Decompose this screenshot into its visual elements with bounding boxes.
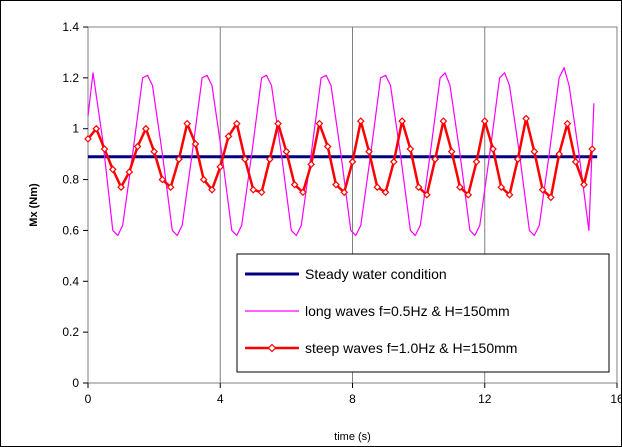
data-point [199,175,208,184]
data-point [323,142,332,151]
data-point [538,185,547,194]
data-point [472,157,481,166]
data-point [497,183,506,192]
data-point [389,157,398,166]
data-point [315,119,324,128]
data-point [84,135,92,143]
data-point [142,124,150,133]
x-tick-label: 0 [85,392,92,406]
data-point [580,180,588,189]
data-point [588,145,597,153]
y-axis-title: Mx (Nm) [28,183,40,227]
data-point [431,155,440,164]
data-point [547,193,555,202]
data-point [241,155,249,164]
y-tick-label: 1.4 [62,20,79,34]
data-point [406,145,415,153]
data-point [414,183,423,192]
data-point [464,190,473,199]
y-tick-label: 0.2 [62,325,79,339]
data-point [92,124,101,133]
data-point [108,165,117,174]
data-point [158,175,167,184]
data-point [530,147,539,156]
x-tick-label: 8 [349,392,356,406]
data-point [282,147,291,156]
data-point [216,163,225,171]
data-point [522,114,530,123]
ticks-layer: 0 4 8 12 16 0 0.2 0.4 0.6 0.8 1 1.2 1.4 [62,20,622,406]
data-point [232,119,241,128]
data-point [307,160,316,169]
data-point [100,145,109,153]
data-point [133,142,142,151]
series-line-1 [87,67,595,237]
data-point [150,147,158,156]
data-point [398,117,406,125]
y-tick-label: 1 [72,122,79,136]
data-point [299,188,307,197]
data-point [439,117,448,125]
legend: Steady water condition long waves f=0.5Hz… [236,253,610,373]
data-point [447,147,456,156]
data-point [166,183,175,192]
legend-label: Steady water condition [305,266,447,282]
y-tick-label: 0.8 [62,173,79,187]
series-layer [84,67,598,237]
data-point [249,185,258,194]
legend-items: Steady water condition long waves f=0.5Hz… [245,266,517,356]
data-point [423,190,431,199]
data-point [332,180,340,189]
legend-label: steep waves f=1.0Hz & H=150mm [305,340,517,356]
data-point [125,168,134,176]
data-point [571,157,580,166]
data-point [513,155,522,164]
data-point [480,117,489,125]
y-tick-label: 0.4 [62,274,79,288]
data-point [489,145,497,153]
x-tick-label: 12 [478,392,492,406]
y-tick-label: 1.2 [62,71,79,85]
data-point [555,150,563,158]
data-point [356,117,365,125]
data-point [505,190,514,199]
y-tick-label: 0 [72,376,79,390]
legend-label: long waves f=0.5Hz & H=150mm [305,303,510,319]
legend-marker [267,343,277,353]
data-point [563,119,572,128]
x-axis-title: time (s) [334,431,371,443]
data-point [117,183,125,192]
data-point [274,119,282,128]
x-tick-label: 16 [610,392,622,406]
x-tick-label: 4 [217,392,224,406]
data-point [175,155,183,164]
data-point [191,140,200,148]
data-point [224,132,233,141]
data-point [340,188,349,197]
data-point [290,180,299,189]
data-point [348,157,357,166]
data-point [456,183,464,192]
data-point [265,155,274,164]
y-tick-label: 0.6 [62,223,79,237]
data-point [381,188,390,197]
data-point [208,185,216,194]
data-point [183,119,192,128]
data-point [373,183,382,192]
data-point [257,188,266,197]
data-point [365,147,373,156]
